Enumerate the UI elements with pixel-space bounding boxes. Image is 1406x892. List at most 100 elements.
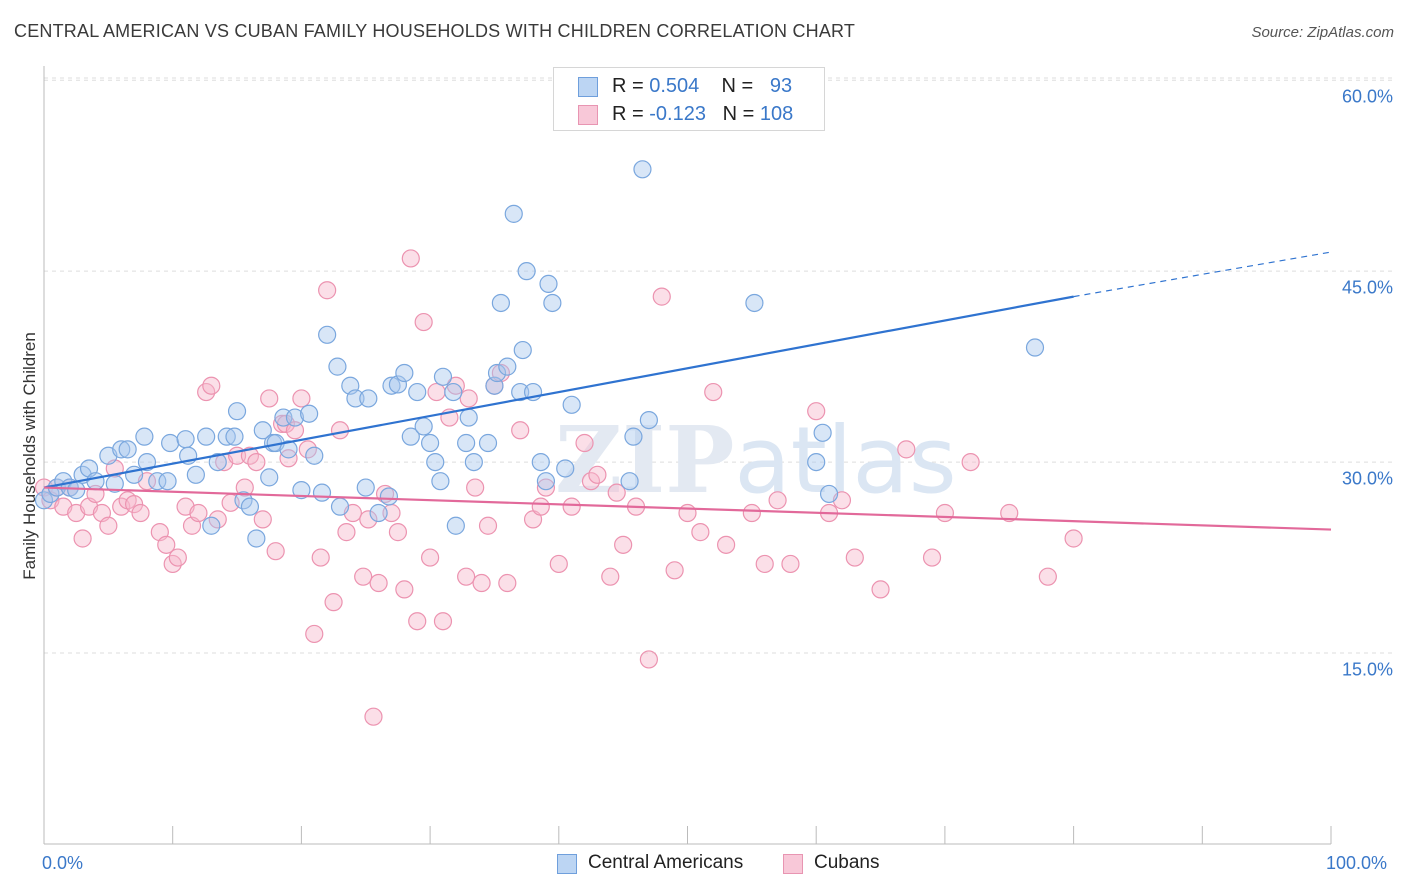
cuban-point: [601, 567, 620, 586]
source-label: Source: ZipAtlas.com: [1251, 24, 1394, 41]
cuban-point: [845, 548, 864, 567]
cuban-trendline: [43, 486, 1332, 531]
central-american-point: [543, 293, 562, 313]
blue-swatch: [557, 854, 577, 874]
cuban-point: [704, 382, 723, 402]
central-american-point: [819, 484, 839, 504]
cuban-point: [337, 523, 356, 542]
central-american-point: [807, 453, 826, 472]
watermark: ZIPatlas: [555, 406, 957, 514]
cuban-point: [324, 593, 343, 612]
central-american-point: [176, 430, 195, 449]
cuban-point: [285, 421, 305, 440]
central-american-point: [260, 468, 279, 487]
cuban-point: [427, 382, 446, 402]
cuban-point: [768, 491, 787, 510]
central-american-point: [112, 440, 131, 459]
cuban-point: [781, 554, 800, 574]
cuban-point: [1038, 567, 1057, 586]
central-american-point: [67, 481, 86, 500]
cuban-point: [478, 516, 498, 535]
cuban-point: [157, 535, 176, 554]
cuban-point: [364, 707, 383, 726]
central-american-point: [401, 427, 420, 446]
central-american-point: [395, 363, 414, 383]
central-american-point: [498, 357, 517, 376]
cuban-point: [807, 402, 826, 421]
r-value: 0.504: [649, 75, 700, 97]
cuban-point: [652, 287, 671, 306]
central-american-point: [639, 410, 658, 430]
cuban-point: [472, 573, 491, 593]
cuban-point: [305, 624, 324, 644]
cuban-point: [131, 503, 150, 523]
cuban-point: [511, 421, 530, 440]
central-american-point: [86, 472, 105, 491]
legend-label: Cubans: [814, 852, 880, 873]
cuban-point: [359, 510, 378, 529]
central-american-point: [247, 529, 266, 548]
watermark-atlas: atlas: [734, 407, 956, 514]
central-american-point: [356, 478, 375, 497]
central-american-point: [186, 465, 205, 484]
chart-title: CENTRAL AMERICAN VS CUBAN FAMILY HOUSEHO…: [14, 21, 856, 41]
central-american-point: [379, 487, 399, 506]
cuban-point: [395, 580, 414, 599]
y-tick-label: 45.0%: [1341, 277, 1393, 298]
cuban-point: [247, 453, 266, 472]
cuban-point: [498, 573, 517, 593]
central-american-point: [446, 516, 465, 535]
central-american-point: [431, 472, 450, 491]
watermark-zip: ZIP: [555, 406, 734, 514]
legend-label: Central Americans: [588, 852, 744, 873]
central-american-point: [253, 421, 272, 440]
cuban-point: [922, 548, 942, 567]
cuban-point: [202, 376, 221, 395]
cuban-point: [531, 497, 550, 516]
cuban-point: [414, 312, 433, 332]
cuban-point: [124, 495, 144, 514]
n-label: N =: [722, 103, 760, 125]
central-american-point: [562, 395, 581, 414]
y-tick-label: 60.0%: [1341, 86, 1393, 107]
cuban-point: [318, 281, 337, 300]
cuban-point: [99, 516, 118, 535]
cuban-point: [388, 523, 408, 542]
cuban-point: [742, 503, 761, 523]
legend-row-text: R = -0.123 N = 108: [612, 103, 793, 126]
n-value: 93: [769, 75, 793, 97]
central-american-point: [620, 472, 639, 491]
y-tick-label: 30.0%: [1341, 468, 1393, 489]
central-american-point: [433, 367, 453, 386]
central-american-point: [426, 453, 445, 472]
central-american-point: [118, 440, 137, 459]
cuban-point: [871, 580, 890, 599]
central-american-point: [161, 433, 180, 453]
cuban-point: [421, 548, 440, 567]
pink-swatch: [783, 854, 803, 874]
legend-row-text: R = 0.504 N = 93: [612, 75, 792, 98]
central-american-point: [292, 481, 311, 500]
central-american-point: [478, 433, 498, 453]
cuban-point: [562, 497, 581, 516]
central-american-point: [745, 293, 764, 313]
central-american-point: [369, 503, 388, 523]
central-american-point: [328, 357, 347, 376]
central-american-point: [305, 446, 324, 465]
cuban-point: [961, 453, 980, 472]
cuban-point: [369, 573, 388, 593]
central-american-point: [444, 382, 463, 402]
n-value: 108: [759, 103, 794, 125]
cuban-point: [459, 389, 478, 408]
cuban-point: [691, 523, 710, 542]
central-american-point: [359, 389, 378, 408]
n-label: N =: [721, 75, 759, 97]
central-american-point: [624, 427, 643, 446]
central-american-trendline: [43, 295, 1074, 489]
central-american-point: [459, 408, 478, 427]
central-american-point: [158, 472, 177, 491]
central-american-point: [240, 497, 260, 516]
central-american-point: [382, 376, 401, 395]
pink-swatch: [578, 105, 598, 125]
cuban-point: [935, 503, 955, 523]
